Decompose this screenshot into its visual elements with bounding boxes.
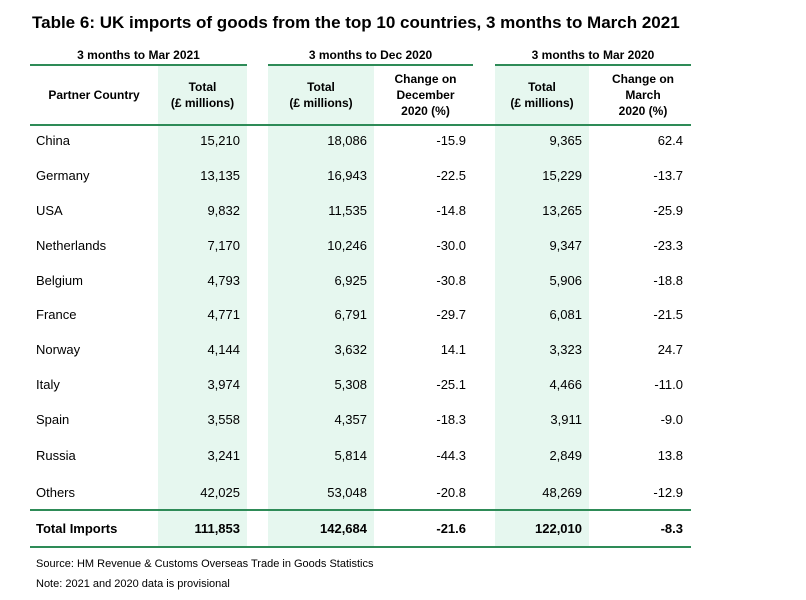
row-total-dec2020: 18,086 bbox=[327, 133, 367, 148]
row-country: USA bbox=[36, 203, 63, 218]
group-rule-3 bbox=[495, 64, 691, 66]
tint-total-dec2020 bbox=[268, 64, 374, 546]
row-change-mar2020: -12.9 bbox=[653, 485, 683, 500]
row-total-mar2020: 2,849 bbox=[549, 448, 582, 463]
source-note: Source: HM Revenue & Customs Overseas Tr… bbox=[36, 558, 374, 570]
col-header-change-dec2020: Change on December 2020 (%) bbox=[394, 72, 457, 118]
row-total-mar2020: 3,911 bbox=[550, 412, 582, 427]
row-change-mar2020: 62.4 bbox=[657, 133, 683, 148]
group-header-mar2021: 3 months to Mar 2021 bbox=[77, 48, 200, 62]
header-rule bbox=[30, 124, 691, 126]
row-change-dec2020: -25.1 bbox=[436, 377, 466, 392]
group-rule-1 bbox=[30, 64, 247, 66]
provisional-note: Note: 2021 and 2020 data is provisional bbox=[36, 578, 230, 590]
row-total-dec2020: 6,925 bbox=[334, 273, 367, 288]
row-total-mar2020: 15,229 bbox=[542, 168, 582, 183]
row-total-2021: 13,135 bbox=[200, 168, 240, 183]
row-change-dec2020: -29.7 bbox=[436, 307, 466, 322]
total-value-mar2020: 122,010 bbox=[535, 521, 582, 536]
total-value-2021: 111,853 bbox=[194, 521, 240, 536]
row-total-dec2020: 10,246 bbox=[327, 238, 367, 253]
row-total-mar2020: 9,365 bbox=[549, 133, 582, 148]
row-total-2021: 4,144 bbox=[207, 342, 240, 357]
row-change-dec2020: -15.9 bbox=[436, 133, 466, 148]
row-total-2021: 4,771 bbox=[207, 307, 240, 322]
row-change-dec2020: -14.8 bbox=[436, 203, 466, 218]
col-header-total-mar2020: Total (£ millions) bbox=[510, 80, 574, 110]
row-total-dec2020: 3,632 bbox=[334, 342, 367, 357]
row-country: Spain bbox=[36, 412, 70, 427]
row-change-dec2020: 14.1 bbox=[440, 342, 466, 357]
row-total-mar2020: 13,265 bbox=[542, 203, 582, 218]
row-change-dec2020: -20.8 bbox=[436, 485, 466, 500]
row-change-dec2020: -18.3 bbox=[436, 412, 466, 427]
col-header-total-2021: Total (£ millions) bbox=[170, 80, 235, 110]
col-header-partner: Partner Country bbox=[48, 88, 140, 102]
row-total-2021: 4,793 bbox=[207, 273, 240, 288]
total-change-mar2020: -8.3 bbox=[660, 521, 683, 536]
row-change-mar2020: -13.7 bbox=[653, 168, 683, 183]
row-total-mar2020: 3,323 bbox=[549, 342, 582, 357]
row-total-2021: 9,832 bbox=[207, 203, 240, 218]
row-total-mar2020: 5,906 bbox=[549, 273, 582, 288]
total-label: Total Imports bbox=[36, 521, 118, 536]
row-total-dec2020: 4,357 bbox=[334, 412, 367, 427]
row-change-mar2020: -21.5 bbox=[653, 307, 683, 322]
row-change-mar2020: -18.8 bbox=[653, 273, 683, 288]
col-header-change-mar2020: Change on March 2020 (%) bbox=[612, 72, 674, 118]
row-country: Others bbox=[36, 485, 76, 500]
row-country: Netherlands bbox=[36, 238, 107, 253]
row-country: Italy bbox=[36, 377, 60, 392]
row-change-mar2020: -25.9 bbox=[653, 203, 683, 218]
row-total-dec2020: 5,308 bbox=[334, 377, 367, 392]
row-change-mar2020: 24.7 bbox=[657, 342, 683, 357]
row-total-2021: 7,170 bbox=[207, 238, 240, 253]
row-country: Russia bbox=[36, 448, 76, 463]
tint-total-mar2020 bbox=[495, 64, 589, 546]
row-total-2021: 3,241 bbox=[207, 448, 240, 463]
row-country: Germany bbox=[36, 168, 90, 183]
group-rule-2 bbox=[268, 64, 473, 66]
row-country: France bbox=[36, 307, 77, 322]
row-country: Norway bbox=[36, 342, 81, 357]
row-total-dec2020: 6,791 bbox=[334, 307, 367, 322]
tint-total-2021 bbox=[158, 64, 247, 546]
total-rule-top bbox=[30, 509, 691, 511]
total-rule-bottom bbox=[30, 546, 691, 548]
row-total-mar2020: 48,269 bbox=[542, 485, 582, 500]
row-total-mar2020: 4,466 bbox=[549, 377, 582, 392]
row-change-mar2020: 13.8 bbox=[657, 448, 683, 463]
row-change-dec2020: -30.0 bbox=[436, 238, 466, 253]
row-change-mar2020: -9.0 bbox=[660, 412, 683, 427]
row-total-dec2020: 11,535 bbox=[328, 203, 367, 218]
row-total-dec2020: 53,048 bbox=[327, 485, 367, 500]
group-header-mar2020: 3 months to Mar 2020 bbox=[531, 48, 655, 62]
total-value-dec2020: 142,684 bbox=[320, 521, 367, 536]
row-total-mar2020: 9,347 bbox=[549, 238, 582, 253]
row-total-2021: 42,025 bbox=[200, 485, 240, 500]
row-change-mar2020: -23.3 bbox=[653, 238, 683, 253]
table-title: Table 6: UK imports of goods from the to… bbox=[32, 13, 680, 32]
row-change-dec2020: -22.5 bbox=[436, 168, 466, 183]
row-change-mar2020: -11.0 bbox=[654, 377, 683, 392]
row-total-dec2020: 5,814 bbox=[334, 448, 367, 463]
group-header-dec2020: 3 months to Dec 2020 bbox=[308, 48, 433, 62]
row-total-mar2020: 6,081 bbox=[549, 307, 582, 322]
row-total-dec2020: 16,943 bbox=[327, 168, 367, 183]
total-change-dec2020: -21.6 bbox=[436, 521, 466, 536]
row-country: Belgium bbox=[36, 273, 83, 288]
row-country: China bbox=[36, 133, 70, 148]
row-total-2021: 3,558 bbox=[207, 412, 240, 427]
row-total-2021: 3,974 bbox=[207, 377, 240, 392]
col-header-total-dec2020: Total (£ millions) bbox=[289, 80, 353, 110]
row-total-2021: 15,210 bbox=[200, 133, 240, 148]
row-change-dec2020: -44.3 bbox=[436, 448, 466, 463]
row-change-dec2020: -30.8 bbox=[436, 273, 466, 288]
